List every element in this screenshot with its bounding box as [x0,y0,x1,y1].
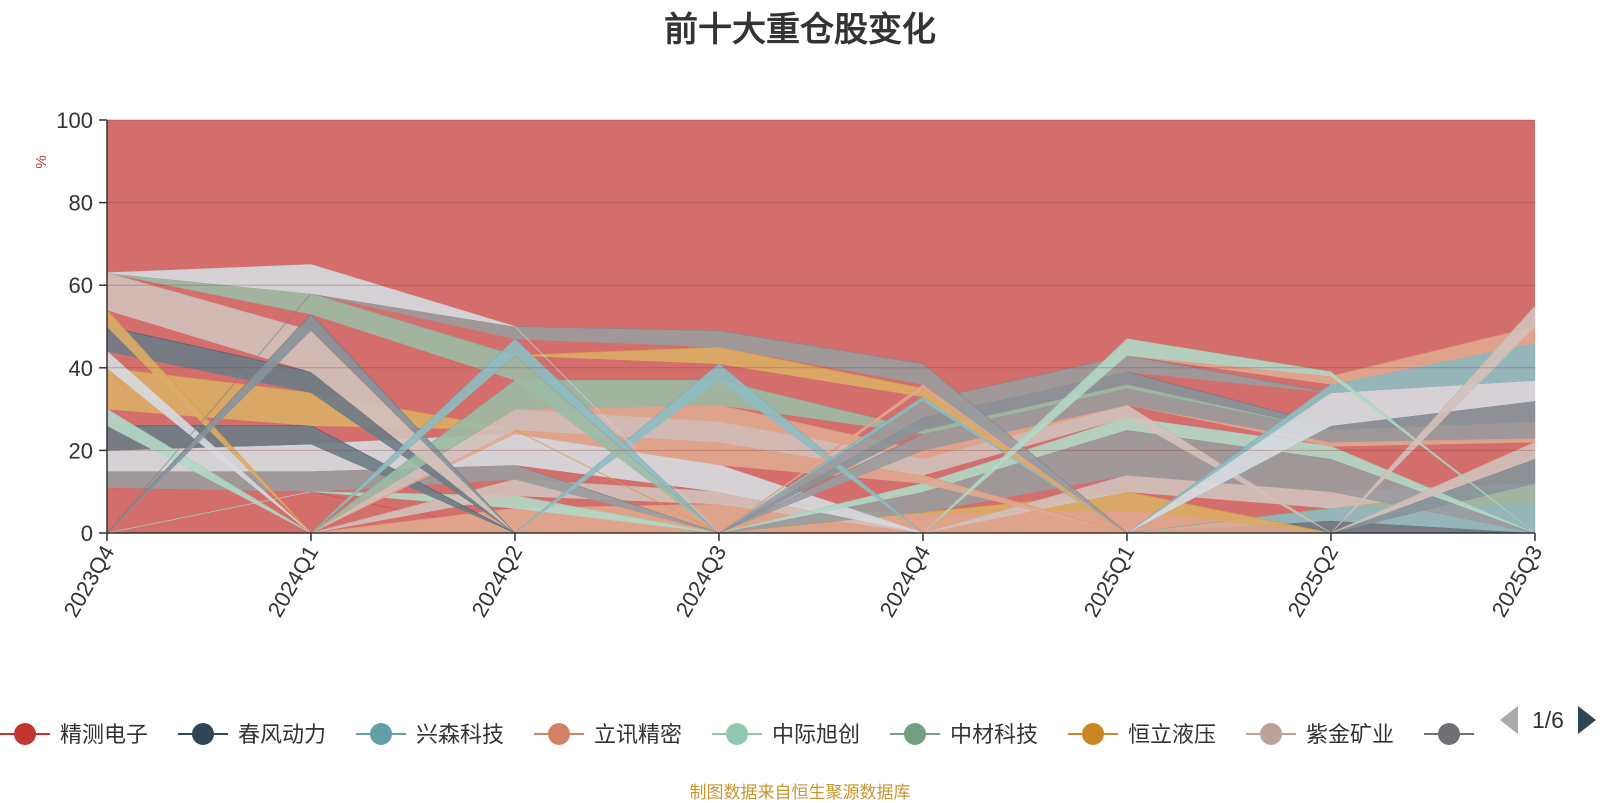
area-series-group [106,264,1536,534]
x-tick-label-2023Q4: 2023Q4 [59,541,120,621]
legend-label-4: 立讯精密 [594,723,682,748]
y-tick-label-40: 40 [69,356,93,381]
legend-marker-7 [1082,723,1104,745]
x-tick-label-2025Q2: 2025Q2 [1283,541,1344,621]
area-series-32 [107,338,1535,534]
y-axis-label: % [33,155,50,168]
legend-marker-8 [1260,723,1282,745]
y-tick-label-0: 0 [81,521,93,546]
legend-label-2: 春风动力 [238,723,326,748]
legend-label-6: 中材科技 [950,723,1038,748]
legend-marker-4 [548,723,570,745]
legend-next-page-icon[interactable] [1578,706,1596,734]
legend-prev-page-icon[interactable] [1500,706,1518,734]
legend-marker-6 [904,723,926,745]
y-tick-label-80: 80 [69,191,93,216]
legend-label-8: 紫金矿业 [1306,723,1394,748]
legend-label-5: 中际旭创 [772,723,860,748]
area-series-37 [106,264,1535,534]
legend-label-3: 兴森科技 [416,723,504,748]
legend: 精测电子 春风动力 兴森科技 立讯精密 中际旭创 中材科技 恒立液压 紫金矿业 [0,723,1474,748]
legend-marker-1 [14,723,36,745]
legend-label-1: 精测电子 [60,723,148,748]
gridlines [107,119,1535,451]
x-tick-label-2025Q3: 2025Q3 [1487,541,1548,621]
x-tick-label-2024Q2: 2024Q2 [467,541,528,621]
chart-title: 前十大重仓股变化 [664,10,936,50]
x-tick-label-2024Q4: 2024Q4 [875,541,936,621]
legend-marker-2 [192,723,214,745]
legend-marker-5 [726,723,748,745]
legend-pager: 1/6 [1500,706,1596,734]
x-tick-label-2025Q1: 2025Q1 [1079,541,1140,621]
y-tick-label-60: 60 [69,273,93,298]
legend-marker-3 [370,723,392,745]
legend-marker-partial [1438,723,1460,745]
area-series-34 [106,293,1535,534]
x-tick-label-2024Q1: 2024Q1 [263,541,324,621]
y-tick-label-100: 100 [56,108,93,133]
source-note: 制图数据来自恒生聚源数据库 [689,783,911,803]
area-series-31 [107,346,1535,534]
legend-page-indicator: 1/6 [1532,707,1564,733]
x-tick-label-2024Q3: 2024Q3 [671,541,732,621]
y-tick-label-20: 20 [69,438,93,463]
legend-label-7: 恒立液压 [1128,723,1216,748]
